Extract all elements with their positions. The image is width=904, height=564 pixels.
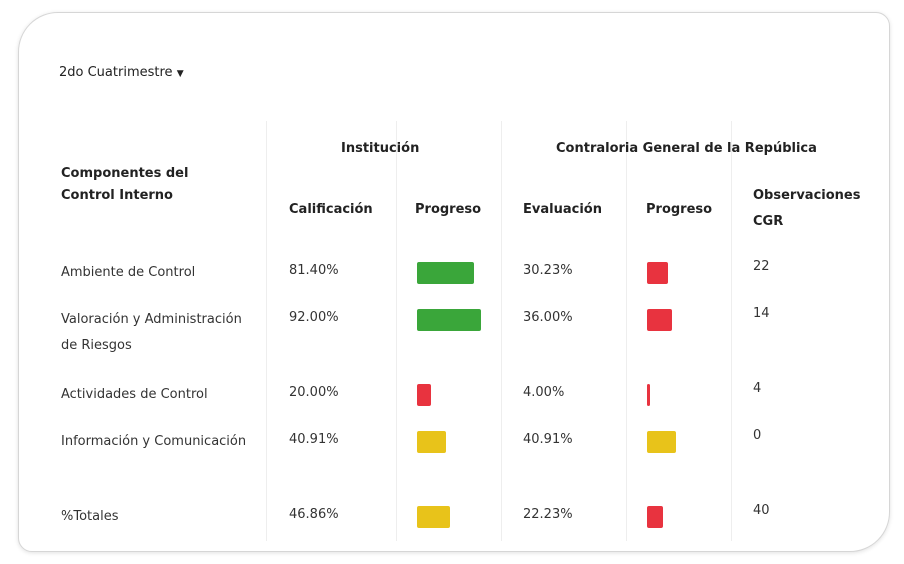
column-separator xyxy=(266,121,267,541)
column-separator xyxy=(731,121,732,541)
progress-bar xyxy=(417,431,446,453)
progress-bar xyxy=(417,262,474,284)
calificacion: 92.00% xyxy=(289,310,339,325)
column-separator xyxy=(501,121,502,541)
calificacion: 81.40% xyxy=(289,263,339,278)
card: 2do Cuatrimestre ▼ Componentes del Contr… xyxy=(18,12,890,552)
evaluacion: 30.23% xyxy=(523,263,573,278)
observaciones: 0 xyxy=(753,428,762,443)
column-header: Progreso xyxy=(415,202,482,217)
row-name: %Totales xyxy=(61,509,119,524)
column-header: Calificación xyxy=(289,202,373,217)
progress-bar xyxy=(647,309,673,331)
observaciones: 14 xyxy=(753,306,770,321)
row-name: Información y Comunicación xyxy=(61,434,247,449)
evaluacion: 40.91% xyxy=(523,432,573,447)
column-header: Observaciones CGR xyxy=(753,188,861,229)
group-header: Contraloria General de la República xyxy=(556,141,817,156)
row-name: Valoración y Administración de Riesgos xyxy=(61,312,242,353)
dropdown-label: 2do Cuatrimestre xyxy=(59,65,173,80)
observaciones: 22 xyxy=(753,259,770,274)
progress-bar xyxy=(417,384,431,406)
progress-bar xyxy=(647,262,669,284)
calificacion: 20.00% xyxy=(289,385,339,400)
row-name: Ambiente de Control xyxy=(61,265,196,280)
calificacion: 46.86% xyxy=(289,507,339,522)
observaciones: 4 xyxy=(753,381,762,396)
column-header: Evaluación xyxy=(523,202,602,217)
evaluacion: 36.00% xyxy=(523,310,573,325)
column-separator xyxy=(396,121,397,541)
evaluacion: 4.00% xyxy=(523,385,565,400)
progress-bar xyxy=(647,506,663,528)
progress-bar xyxy=(417,309,482,331)
component-header: Componentes del Control Interno xyxy=(61,166,189,203)
dropdown-caret: ▼ xyxy=(176,69,184,79)
calificacion: 40.91% xyxy=(289,432,339,447)
period-dropdown[interactable]: 2do Cuatrimestre ▼ xyxy=(59,65,184,80)
progress-bar xyxy=(647,384,650,406)
column-header: Progreso xyxy=(646,202,713,217)
progress-bar xyxy=(647,431,676,453)
column-separator xyxy=(626,121,627,541)
observaciones: 40 xyxy=(753,503,770,518)
progress-bar xyxy=(417,506,450,528)
group-header: Institución xyxy=(341,141,420,156)
row-name: Actividades de Control xyxy=(61,387,208,402)
evaluacion: 22.23% xyxy=(523,507,573,522)
